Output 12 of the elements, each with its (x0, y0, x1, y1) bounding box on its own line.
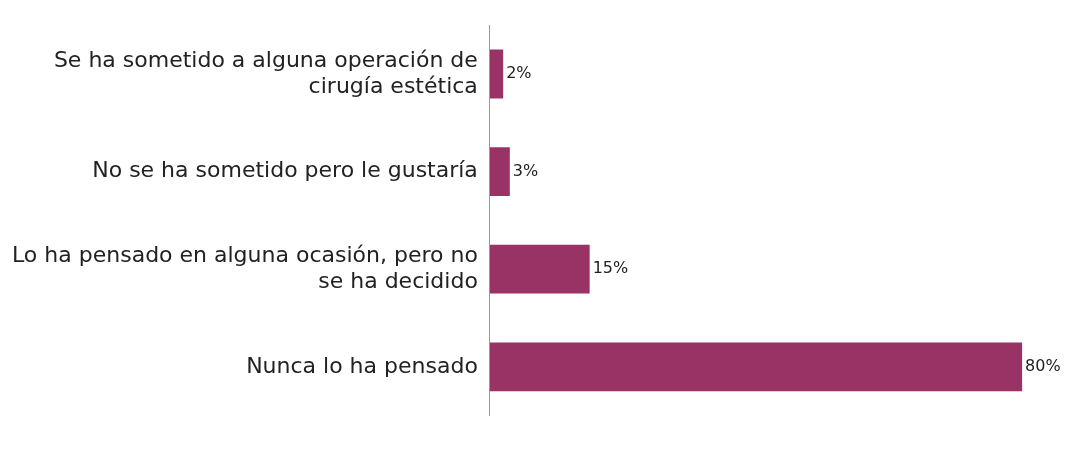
y-tick-label: Nunca lo ha pensado (246, 352, 478, 378)
data-label: 80% (1025, 355, 1061, 375)
y-tick-label: No se ha sometido pero le gustaría (92, 157, 478, 183)
data-label: 2% (506, 63, 532, 83)
data-label: 3% (512, 160, 539, 180)
bar (489, 244, 590, 294)
y-tick-label: Lo ha pensado en alguna ocasión, pero no se ha decidido (12, 241, 478, 294)
bar (489, 147, 510, 196)
bar (489, 342, 1023, 392)
data-label: 15% (592, 258, 629, 278)
bar (489, 49, 504, 99)
y-tick-label: Se ha sometido a alguna operación de cirugía estética (53, 46, 478, 98)
